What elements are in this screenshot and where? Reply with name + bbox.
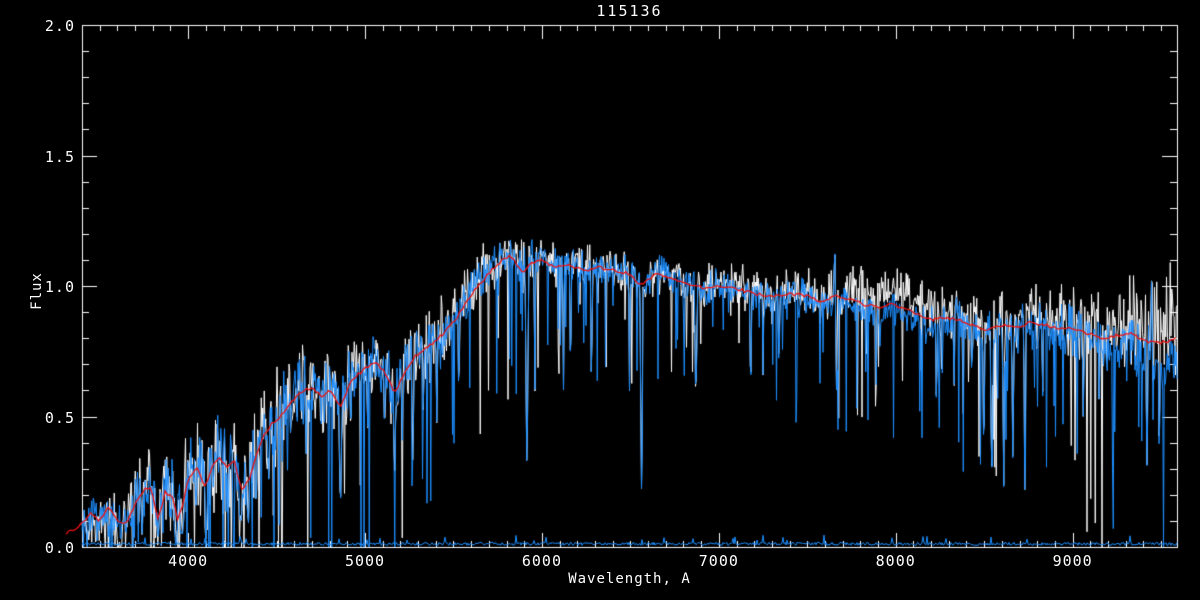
x-tick-label: 7000	[698, 552, 739, 570]
x-tick-label: 4000	[168, 552, 209, 570]
y-tick-label: 0.0	[44, 539, 75, 557]
x-axis-label: Wavelength, A	[568, 571, 691, 587]
y-tick-label: 2.0	[44, 17, 75, 35]
plot-title: 115136	[596, 2, 663, 20]
y-tick-label: 1.0	[44, 278, 75, 296]
x-tick-label: 5000	[344, 552, 386, 570]
y-tick-label: 1.5	[44, 147, 75, 166]
x-tick-label: 8000	[875, 552, 916, 570]
y-tick-label: 0.5	[44, 408, 75, 427]
x-tick-label: 9000	[1052, 552, 1093, 570]
x-tick-label: 6000	[521, 552, 562, 570]
